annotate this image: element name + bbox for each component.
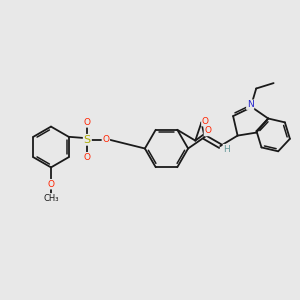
Text: O: O <box>204 127 211 136</box>
Text: O: O <box>84 118 91 127</box>
Text: H: H <box>224 145 230 154</box>
Text: CH₃: CH₃ <box>43 194 59 203</box>
Text: O: O <box>102 135 110 144</box>
Text: N: N <box>247 100 253 109</box>
Text: O: O <box>47 180 55 189</box>
Text: O: O <box>202 117 209 126</box>
Text: S: S <box>84 135 91 145</box>
Text: O: O <box>84 153 91 162</box>
